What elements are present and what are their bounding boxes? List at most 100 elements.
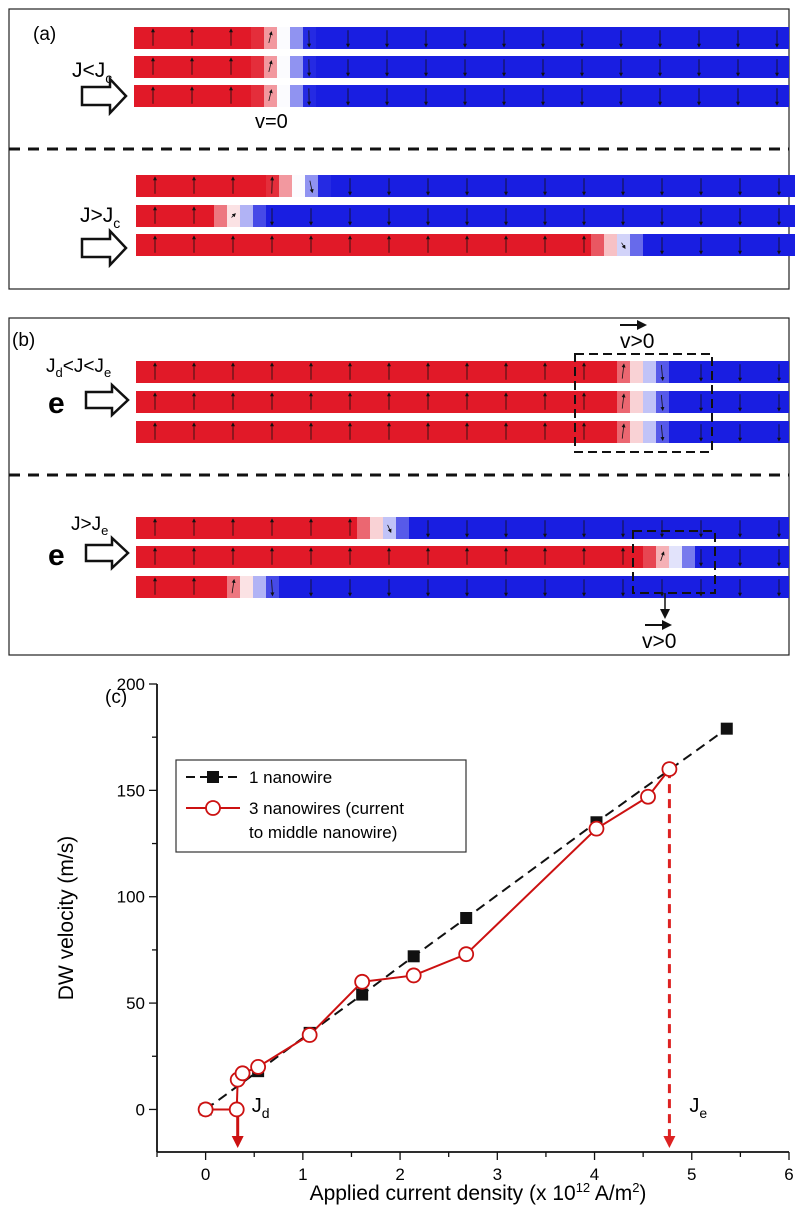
magnetization-cell bbox=[474, 234, 488, 256]
magnetization-cell bbox=[292, 391, 306, 413]
magnetization-cell bbox=[136, 234, 150, 256]
magnetization-cell bbox=[422, 421, 436, 443]
magnetization-cell bbox=[602, 27, 616, 49]
magnetization-cell bbox=[407, 27, 421, 49]
magnetization-cell bbox=[147, 27, 161, 49]
spin-arrow-icon bbox=[621, 393, 626, 409]
magnetization-cell bbox=[433, 85, 447, 107]
magnetization-cell bbox=[240, 576, 254, 598]
magnetization-cell bbox=[227, 175, 241, 197]
magnetization-cell bbox=[617, 576, 631, 598]
magnetization-cell bbox=[357, 391, 371, 413]
magnetization-cell bbox=[524, 27, 538, 49]
magnetization-cell bbox=[136, 576, 150, 598]
magnetization-cell bbox=[695, 576, 709, 598]
magnetization-cell bbox=[264, 27, 278, 49]
magnetization-cell bbox=[266, 391, 280, 413]
magnetization-cell bbox=[149, 517, 163, 539]
magnetization-cell bbox=[214, 205, 228, 227]
magnetization-cell bbox=[734, 517, 748, 539]
panel-a-label: (a) bbox=[33, 24, 56, 45]
magnetization-cell bbox=[604, 234, 618, 256]
magnetization-cell bbox=[344, 576, 358, 598]
nanowire-strip bbox=[136, 546, 789, 568]
magnetization-cell bbox=[240, 361, 254, 383]
magnetization-cell bbox=[212, 27, 226, 49]
magnetization-cell bbox=[474, 361, 488, 383]
magnetization-cell bbox=[461, 576, 475, 598]
magnetization-cell bbox=[396, 234, 410, 256]
magnetization-cell bbox=[279, 361, 293, 383]
magnetization-cell bbox=[186, 27, 200, 49]
magnetization-cell bbox=[550, 27, 564, 49]
magnetization-cell bbox=[513, 361, 527, 383]
magnetization-cell bbox=[526, 517, 540, 539]
magnetization-cell bbox=[693, 56, 707, 78]
magnetization-cell bbox=[565, 546, 579, 568]
nanowire-strip bbox=[136, 517, 789, 539]
magnetization-cell bbox=[277, 27, 291, 49]
magnetization-cell bbox=[578, 391, 592, 413]
panel-a-bottom-current-label: J>Jc bbox=[80, 204, 120, 231]
magnetization-cell bbox=[188, 546, 202, 568]
magnetization-cell bbox=[357, 517, 371, 539]
magnetization-cell bbox=[461, 205, 475, 227]
panel-b-frame bbox=[8, 317, 790, 656]
magnetization-cell bbox=[264, 56, 278, 78]
magnetization-cell bbox=[656, 234, 670, 256]
magnetization-cell bbox=[136, 421, 150, 443]
magnetization-cell bbox=[214, 576, 228, 598]
magnetization-cell bbox=[370, 546, 384, 568]
magnetization-cell bbox=[630, 234, 644, 256]
magnetization-cell bbox=[448, 175, 462, 197]
data-point-square bbox=[407, 950, 420, 963]
magnetization-cell bbox=[422, 546, 436, 568]
magnetization-cell bbox=[214, 391, 228, 413]
magnetization-cell bbox=[695, 175, 709, 197]
magnetization-cell bbox=[719, 85, 733, 107]
magnetization-cell bbox=[669, 421, 683, 443]
magnetization-cell bbox=[292, 205, 306, 227]
magnetization-cell bbox=[188, 361, 202, 383]
magnetization-cell bbox=[578, 517, 592, 539]
magnetization-cell bbox=[383, 205, 397, 227]
magnetization-cell bbox=[383, 517, 397, 539]
magnetization-cell bbox=[721, 234, 735, 256]
magnetization-cell bbox=[630, 175, 644, 197]
magnetization-cell bbox=[396, 361, 410, 383]
magnetization-cell bbox=[266, 546, 280, 568]
y-tick-label: 200 bbox=[117, 675, 145, 694]
magnetization-cell bbox=[576, 56, 590, 78]
magnetization-cell bbox=[136, 391, 150, 413]
magnetization-cell bbox=[381, 27, 395, 49]
data-point-square bbox=[356, 988, 369, 1001]
magnetization-cell bbox=[394, 85, 408, 107]
magnetization-cell bbox=[578, 361, 592, 383]
magnetization-cell bbox=[552, 361, 566, 383]
magnetization-cell bbox=[550, 85, 564, 107]
magnetization-cell bbox=[578, 205, 592, 227]
magnetization-cell bbox=[511, 85, 525, 107]
magnetization-cell bbox=[487, 175, 501, 197]
magnetization-cell bbox=[498, 27, 512, 49]
magnetization-cell bbox=[576, 85, 590, 107]
magnetization-cell bbox=[734, 546, 748, 568]
magnetization-cell bbox=[721, 205, 735, 227]
magnetization-cell bbox=[500, 517, 514, 539]
magnetization-cell bbox=[292, 546, 306, 568]
magnetization-cell bbox=[344, 175, 358, 197]
magnetization-cell bbox=[537, 56, 551, 78]
magnetization-cell bbox=[682, 576, 696, 598]
magnetization-cell bbox=[760, 576, 774, 598]
magnetization-cell bbox=[474, 391, 488, 413]
magnetization-cell bbox=[225, 27, 239, 49]
magnetization-cell bbox=[253, 205, 267, 227]
spin-arrow-icon bbox=[231, 213, 236, 218]
magnetization-cell bbox=[136, 517, 150, 539]
legend-label-3-nanowires: to middle nanowire) bbox=[249, 823, 397, 842]
magnetization-cell bbox=[695, 361, 709, 383]
magnetization-cell bbox=[448, 391, 462, 413]
magnetization-cell bbox=[329, 56, 343, 78]
magnetization-cell bbox=[552, 234, 566, 256]
current-arrow-icon bbox=[80, 227, 128, 269]
